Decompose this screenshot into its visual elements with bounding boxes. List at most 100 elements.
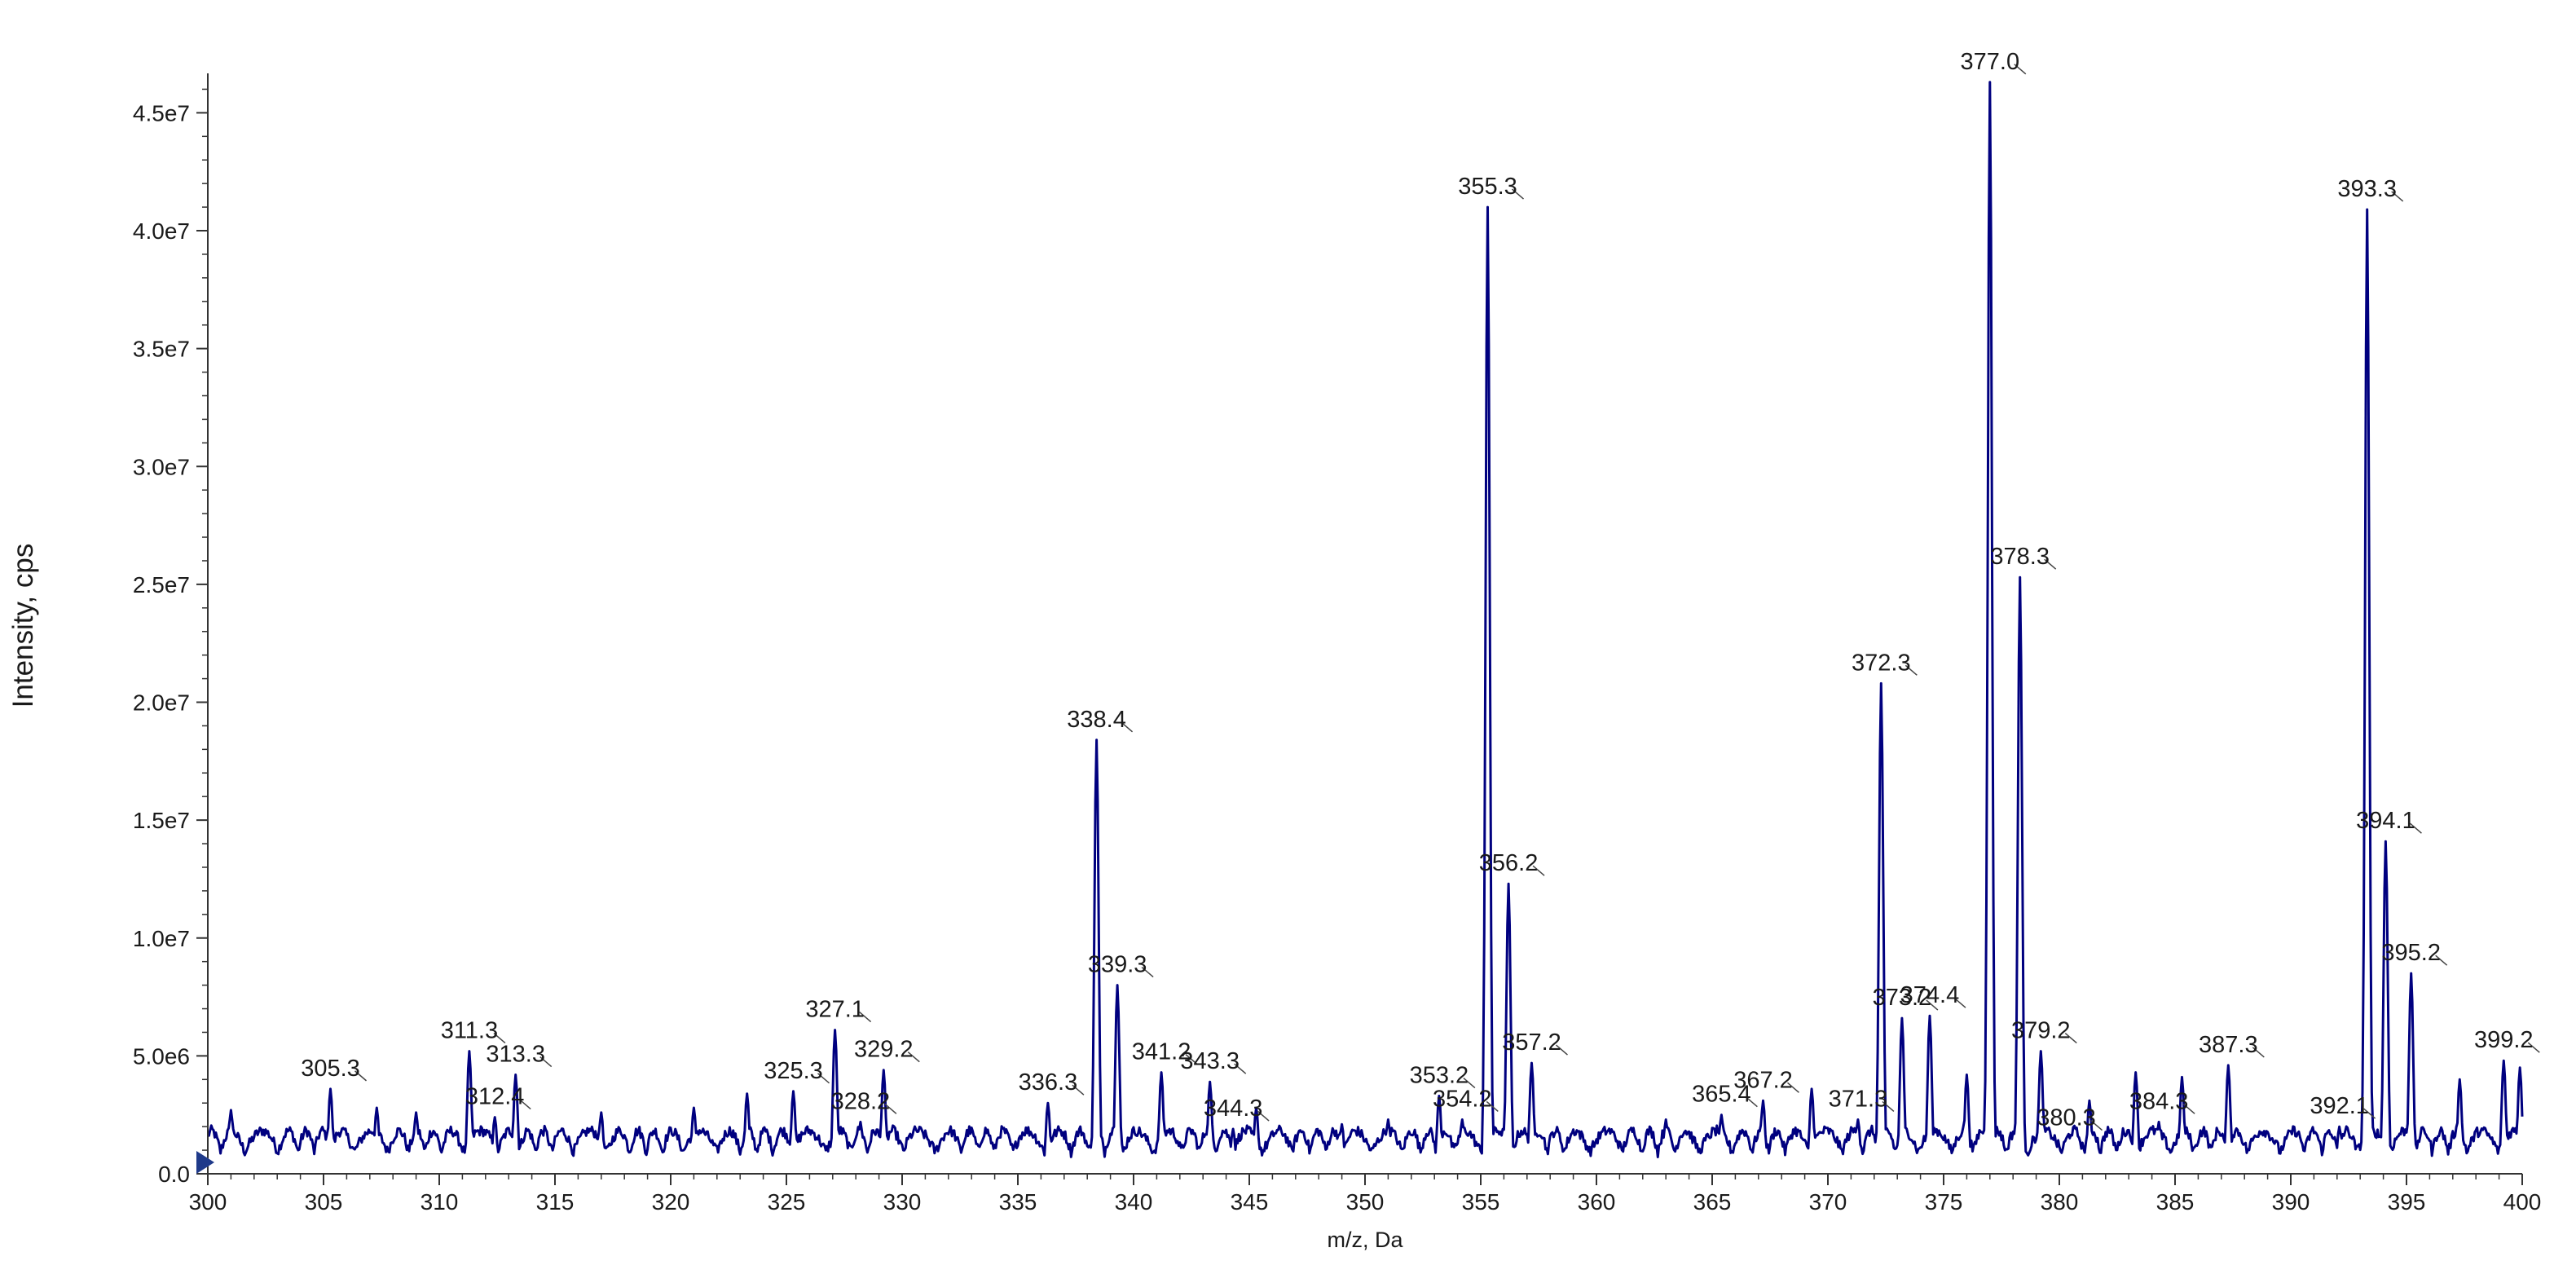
- peak-label: 367.2: [1733, 1067, 1793, 1093]
- peak-label-leader: [1463, 1077, 1476, 1089]
- peak-label-leader: [539, 1056, 553, 1068]
- peak-label: 384.3: [2129, 1088, 2189, 1114]
- peak-label-leader: [493, 1033, 506, 1044]
- x-tick-label: 320: [652, 1189, 690, 1215]
- peak-label-leaders: [354, 64, 2540, 1131]
- peak-label-leader: [1141, 967, 1154, 978]
- peak-label-leader: [2252, 1047, 2265, 1058]
- peak-label-leader: [859, 1011, 872, 1023]
- peak-label-leader: [2363, 1108, 2376, 1119]
- peak-label-leader: [1234, 1063, 1247, 1074]
- peak-labels: 305.3 311.3 312.4 313.3 325.3 327.1 328.2 329.2…: [301, 49, 2533, 1131]
- x-tick-label: 390: [2272, 1189, 2310, 1215]
- peak-label: 380.3: [2037, 1105, 2096, 1131]
- peak-label-leader: [907, 1052, 920, 1063]
- x-tick-label: 335: [999, 1189, 1037, 1215]
- peak-label: 399.2: [2474, 1027, 2534, 1053]
- x-tick-label: 350: [1346, 1189, 1385, 1215]
- spectrum-line: [207, 81, 2524, 1158]
- peak-label: 338.4: [1067, 707, 1126, 733]
- y-axis-ticks: 0.0 5.0e6 1.0e7 1.5e7 2.0e7 2.5e7 3.0e7 3.5e7 4.…: [133, 88, 208, 1187]
- y-tick-label: 2.0e7: [133, 690, 190, 716]
- peak-label-leader: [518, 1099, 531, 1110]
- peak-label-leader: [1486, 1100, 1499, 1113]
- x-tick-label: 310: [421, 1189, 459, 1215]
- peak-label: 372.3: [1852, 650, 1911, 676]
- peak-label: 374.4: [1900, 982, 1960, 1008]
- peak-label: 325.3: [764, 1058, 823, 1084]
- peak-label-leader: [2064, 1033, 2077, 1044]
- peak-label: 336.3: [1019, 1069, 1078, 1096]
- peak-label: 327.1: [805, 997, 865, 1023]
- peak-label: 353.2: [1410, 1063, 1469, 1089]
- peak-label: 378.3: [1990, 544, 2050, 570]
- x-tick-label: 305: [305, 1189, 343, 1215]
- y-tick-label: 1.0e7: [133, 926, 190, 951]
- peak-label: 354.2: [1433, 1086, 1492, 1112]
- peak-label: 394.1: [2356, 808, 2415, 834]
- peak-label: 343.3: [1180, 1048, 1240, 1074]
- x-tick-label: 400: [2503, 1189, 2542, 1215]
- peak-label: 356.2: [1479, 850, 1539, 876]
- y-tick-label: 2.5e7: [133, 572, 190, 597]
- peak-label: 357.2: [1502, 1029, 1561, 1056]
- x-tick-label: 365: [1693, 1189, 1732, 1215]
- peak-label-leader: [1926, 999, 1939, 1011]
- y-tick-label: 0.0: [158, 1162, 190, 1187]
- peak-label: 379.2: [2011, 1018, 2071, 1044]
- x-tick-label: 385: [2156, 1189, 2195, 1215]
- y-tick-label: 1.5e7: [133, 808, 190, 833]
- y-tick-label: 4.5e7: [133, 100, 190, 126]
- y-tick-label: 4.0e7: [133, 218, 190, 244]
- peak-label-leader: [1257, 1110, 1270, 1122]
- peak-label-leader: [2391, 191, 2404, 202]
- peak-label-leader: [884, 1103, 897, 1114]
- peak-label-leader: [1512, 188, 1525, 200]
- x-tick-label: 380: [2041, 1189, 2079, 1215]
- x-tick-label: 360: [1578, 1189, 1616, 1215]
- peak-label: 365.4: [1692, 1082, 1751, 1108]
- x-tick-label: 325: [768, 1189, 806, 1215]
- peak-label-leader: [1786, 1082, 1799, 1093]
- peak-label-leader: [2409, 822, 2422, 834]
- y-axis-label: Intensity, cps: [7, 544, 39, 708]
- peak-label-leader: [2182, 1103, 2195, 1114]
- y-tick-label: 3.0e7: [133, 454, 190, 479]
- peak-label-leader: [1532, 865, 1545, 876]
- x-tick-label: 375: [1925, 1189, 1963, 1215]
- peak-label: 313.3: [486, 1042, 545, 1068]
- origin-marker-icon: [196, 1151, 214, 1174]
- peak-label: 339.3: [1088, 952, 1147, 978]
- peak-label: 344.3: [1204, 1096, 1263, 1122]
- x-axis-ticks: 300 305 310 315 320 325 330 335 340 345 350 355 360 3…: [189, 1174, 2542, 1215]
- peak-label-leader: [2435, 955, 2448, 966]
- peak-label: 341.2: [1132, 1039, 1191, 1065]
- x-tick-label: 395: [2388, 1189, 2426, 1215]
- peak-label: 373.2: [1873, 985, 1932, 1011]
- peak-label: 312.4: [465, 1084, 525, 1110]
- peak-label-leader: [354, 1070, 368, 1082]
- peak-label: 393.3: [2337, 176, 2397, 202]
- peak-label-leader: [2044, 558, 2057, 570]
- peak-label-leader: [1882, 1100, 1895, 1113]
- peak-label: 329.2: [854, 1037, 914, 1063]
- peak-label: 392.1: [2310, 1093, 2369, 1119]
- y-tick-label: 5.0e6: [133, 1043, 190, 1069]
- peak-label: 311.3: [441, 1018, 498, 1044]
- x-tick-label: 355: [1462, 1189, 1500, 1215]
- peak-label-leader: [2527, 1042, 2540, 1053]
- peak-label: 328.2: [831, 1088, 891, 1114]
- x-axis-label: m/z, Da: [1327, 1228, 1403, 1252]
- x-tick-label: 370: [1809, 1189, 1847, 1215]
- x-tick-label: 315: [536, 1189, 575, 1215]
- peak-label-leader: [1953, 997, 1966, 1008]
- peak-label: 395.2: [2381, 940, 2441, 966]
- peak-label-leader: [1072, 1084, 1085, 1096]
- peak-label: 377.0: [1961, 49, 2020, 75]
- peak-label-leader: [1555, 1044, 1568, 1056]
- peak-label: 371.3: [1829, 1086, 1888, 1112]
- peak-label-leader: [1185, 1054, 1198, 1065]
- peak-label-leader: [817, 1073, 830, 1084]
